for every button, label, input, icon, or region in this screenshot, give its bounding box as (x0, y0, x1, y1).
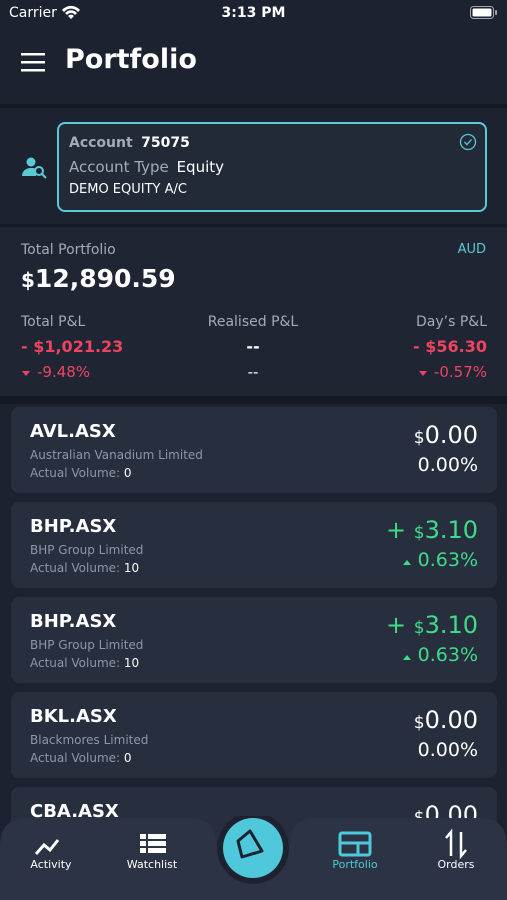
pnl-value: - $56.30 (413, 337, 487, 356)
trade-button[interactable] (223, 818, 283, 878)
change-currency: $ (413, 523, 425, 543)
change-currency: $ (413, 713, 425, 733)
pnl-value: -- (246, 337, 260, 356)
tab-label[interactable]: Activity (30, 858, 72, 871)
holding-volume: Actual Volume: 10 (30, 561, 139, 575)
volume-value: 10 (123, 656, 140, 670)
volume-label: Actual Volume: (30, 656, 121, 670)
battery (470, 6, 497, 19)
account-search-icon[interactable] (22, 156, 48, 180)
holding-change: $0.00 (414, 706, 478, 734)
change-amount: 0.00 (424, 421, 478, 449)
holding-name: Australian Vanadium Limited (30, 448, 203, 462)
holding-percent: 0.63% (402, 644, 478, 666)
pnl-percent-text: -0.57% (433, 363, 487, 381)
carrier: Carrier (9, 5, 57, 21)
pnl-percent: -9.48% (21, 363, 90, 381)
pnl-label: Total P&L (21, 314, 86, 330)
change-currency: $ (413, 428, 425, 448)
tab-bar (0, 816, 507, 900)
holding-symbol: BHP.ASX (30, 611, 117, 632)
percent-text: 0.00% (417, 454, 478, 476)
holding-percent: 0.63% (402, 549, 478, 571)
wifi-icon (62, 5, 80, 19)
pnl-label: Realised P&L (207, 314, 299, 330)
account-name: DEMO EQUITY A/C (69, 182, 187, 197)
tab-label[interactable]: Watchlist (126, 858, 178, 871)
volume-label: Actual Volume: (30, 751, 121, 765)
holding-percent: 0.00% (418, 739, 478, 761)
change-sign: + (385, 611, 407, 639)
divider (0, 104, 507, 108)
holding-change: + $3.10 (386, 611, 478, 639)
account-type-label: Account Type (69, 158, 169, 176)
volume-value: 0 (123, 466, 132, 480)
volume-value: 0 (123, 751, 132, 765)
holding-volume: Actual Volume: 10 (30, 656, 139, 670)
holding-name: Blackmores Limited (30, 733, 149, 747)
total-label: Total Portfolio (21, 242, 116, 258)
account-label: Account (69, 135, 133, 151)
change-amount: 0.00 (424, 706, 478, 734)
holding-symbol: BHP.ASX (30, 516, 117, 537)
divider (0, 224, 507, 227)
change-currency: $ (413, 618, 425, 638)
holding-volume: Actual Volume: 0 (30, 751, 132, 765)
holding-change: $0.00 (414, 421, 478, 449)
holding-change: + $3.10 (386, 516, 478, 544)
pnl-percent-text: -9.48% (37, 363, 91, 381)
pnl-percent: -- (153, 363, 353, 381)
currency: AUD (457, 242, 486, 257)
change-amount: 3.10 (424, 611, 478, 639)
tab-label[interactable]: Orders (437, 858, 475, 871)
divider (0, 396, 507, 404)
volume-value: 10 (123, 561, 140, 575)
holding-card[interactable]: AVL.ASX Australian Vanadium Limited Actual… (11, 407, 497, 493)
account-selector[interactable]: Account 75075 Account Type Equity DEMO E… (57, 122, 487, 212)
pnl-value: - $1,021.23 (21, 337, 124, 356)
holding-card[interactable]: BHP.ASX BHP Group Limited Actual Volume: 1… (11, 502, 497, 588)
holding-card[interactable]: BHP.ASX BHP Group Limited Actual Volume: 1… (11, 597, 497, 683)
total-symbol: $ (21, 268, 35, 292)
clock: 3:13 PM (221, 5, 286, 21)
menu-button[interactable] (21, 52, 45, 72)
holding-volume: Actual Volume: 0 (30, 466, 132, 480)
percent-text: 0.63% (417, 549, 478, 571)
account-number: 75075 (141, 135, 190, 151)
holding-name: BHP Group Limited (30, 638, 144, 652)
percent-text: 0.63% (417, 644, 478, 666)
summary-panel (0, 226, 507, 396)
volume-label: Actual Volume: (30, 466, 121, 480)
change-amount: 3.10 (424, 516, 478, 544)
pnl-label: Day’s P&L (416, 314, 487, 330)
holding-name: BHP Group Limited (30, 543, 144, 557)
tab-label[interactable]: Portfolio (332, 858, 378, 871)
total-amount: 12,890.59 (34, 264, 176, 293)
change-sign: + (385, 516, 407, 544)
selected-check (459, 133, 477, 151)
pnl-percent: -0.57% (418, 363, 487, 381)
pnl-percent-text: -- (247, 363, 259, 381)
holding-card[interactable]: BKL.ASX Blackmores Limited Actual Volume: … (11, 692, 497, 778)
percent-text: 0.00% (417, 739, 478, 761)
page-title: Portfolio (65, 44, 197, 75)
account-type: Equity (176, 158, 225, 176)
holding-symbol: CBA.ASX (30, 801, 119, 822)
holding-percent: 0.00% (418, 454, 478, 476)
holding-symbol: BKL.ASX (30, 706, 117, 727)
holding-symbol: AVL.ASX (30, 421, 116, 442)
volume-label: Actual Volume: (30, 561, 121, 575)
